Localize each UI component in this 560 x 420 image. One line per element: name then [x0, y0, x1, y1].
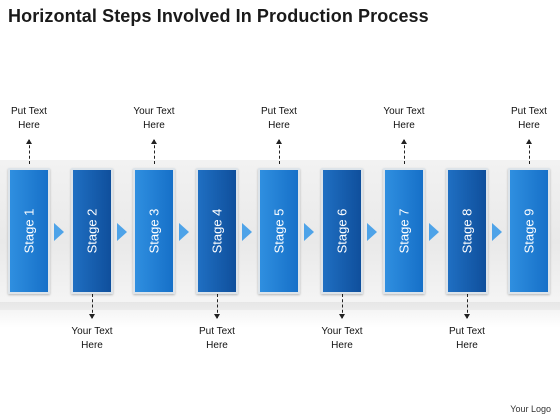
stage-5-label: Stage 5 [271, 208, 287, 254]
stage-4-box: Stage 4 [196, 168, 238, 294]
connector-arrow-icon [242, 223, 252, 241]
stage-3-callout: Your Text Here [133, 106, 175, 131]
stage-9-callout: Put Text Here [511, 106, 547, 131]
page-title: Horizontal Steps Involved In Production … [8, 6, 429, 26]
connector-arrow-icon [179, 223, 189, 241]
dashed-arrow-up-icon [401, 139, 407, 164]
stage-1-label: Stage 1 [21, 208, 37, 254]
connector-arrow-icon [429, 223, 439, 241]
stage-9-label: Stage 9 [521, 208, 537, 254]
stage-1-callout: Put Text Here [11, 106, 47, 131]
stage-4-label: Stage 4 [209, 208, 225, 254]
stage-5-box: Stage 5 [258, 168, 300, 294]
stage-6-label: Stage 6 [334, 208, 350, 254]
stage-2-label: Stage 2 [84, 208, 100, 254]
stage-7-callout: Your Text Here [383, 106, 425, 131]
connector-arrow-icon [304, 223, 314, 241]
stage-5-callout: Put Text Here [261, 106, 297, 131]
dashed-arrow-up-icon [151, 139, 157, 164]
connector-arrow-icon [117, 223, 127, 241]
connector-arrow-icon [54, 223, 64, 241]
stage-2-callout: Your Text Here [71, 326, 113, 351]
stage-3-label: Stage 3 [146, 208, 162, 254]
stage-4-callout: Put Text Here [199, 326, 235, 351]
stage-7-box: Stage 7 [383, 168, 425, 294]
dashed-arrow-up-icon [526, 139, 532, 164]
logo-text: Your Logo [510, 404, 551, 414]
dashed-arrow-down-icon [214, 294, 220, 319]
dashed-arrow-up-icon [26, 139, 32, 164]
stage-6-callout: Your Text Here [321, 326, 363, 351]
connector-arrow-icon [367, 223, 377, 241]
stage-8-callout: Put Text Here [449, 326, 485, 351]
stage-9-box: Stage 9 [508, 168, 550, 294]
stage-1-box: Stage 1 [8, 168, 50, 294]
dashed-arrow-down-icon [464, 294, 470, 319]
stage-3-box: Stage 3 [133, 168, 175, 294]
dashed-arrow-down-icon [89, 294, 95, 319]
stage-8-box: Stage 8 [446, 168, 488, 294]
stage-6-box: Stage 6 [321, 168, 363, 294]
stage-8-label: Stage 8 [459, 208, 475, 254]
dashed-arrow-up-icon [276, 139, 282, 164]
dashed-arrow-down-icon [339, 294, 345, 319]
connector-arrow-icon [492, 223, 502, 241]
stage-2-box: Stage 2 [71, 168, 113, 294]
stage-7-label: Stage 7 [396, 208, 412, 254]
